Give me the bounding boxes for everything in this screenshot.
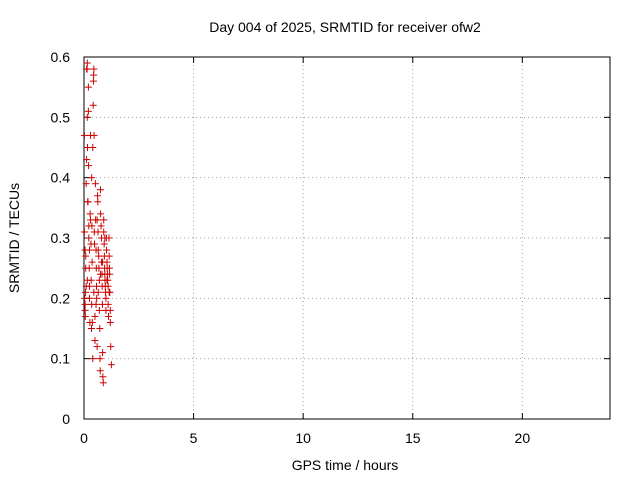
data-point: [80, 131, 88, 139]
data-point: [106, 318, 114, 326]
data-point: [99, 373, 107, 381]
data-point: [99, 379, 107, 387]
data-point: [89, 355, 97, 363]
data-point: [83, 59, 91, 67]
data-point: [90, 131, 98, 139]
x-tick-label: 0: [80, 430, 88, 446]
data-point: [91, 337, 99, 345]
data-point: [84, 83, 92, 91]
data-point: [104, 300, 112, 308]
data-point: [90, 71, 98, 79]
data-point: [86, 210, 94, 218]
data-point: [89, 77, 97, 85]
data-point: [103, 276, 111, 284]
data-point: [96, 186, 104, 194]
data-point: [89, 144, 97, 151]
data-point: [94, 246, 102, 254]
data-point: [94, 192, 102, 200]
data-point: [82, 180, 90, 188]
data-point: [93, 216, 101, 224]
y-axis-label: SRMTID / TECUs: [6, 183, 22, 293]
data-point: [106, 270, 114, 278]
data-point: [101, 234, 109, 242]
data-point: [105, 252, 113, 260]
data-point: [99, 258, 107, 266]
x-tick-label: 15: [405, 430, 421, 446]
data-point: [83, 156, 91, 164]
x-tick-label: 10: [295, 430, 311, 446]
data-point: [96, 355, 104, 363]
axis-ticks: 0 5 10 15 20 0 0.1 0.2 0.3 0.4 0.5 0.6: [51, 49, 610, 446]
data-point: [88, 174, 96, 182]
data-point: [96, 270, 104, 278]
data-point: [96, 325, 104, 332]
data-point: [94, 198, 102, 206]
data-point: [103, 246, 111, 254]
data-points: [80, 59, 115, 387]
data-point: [94, 288, 102, 296]
data-point: [83, 276, 91, 284]
data-point: [90, 65, 98, 73]
data-point: [97, 210, 105, 218]
data-point: [91, 312, 99, 320]
data-point: [83, 65, 91, 73]
data-point: [80, 228, 88, 236]
data-point: [91, 180, 99, 188]
data-point: [95, 306, 103, 314]
data-point: [82, 288, 90, 296]
data-point: [100, 228, 108, 236]
data-point: [99, 349, 107, 357]
data-point: [88, 222, 96, 230]
data-point: [106, 306, 114, 314]
x-tick-label: 20: [515, 430, 531, 446]
data-point: [81, 246, 89, 254]
data-point: [81, 300, 89, 308]
data-point: [88, 258, 96, 266]
data-point: [85, 264, 93, 272]
data-point: [85, 294, 93, 302]
data-point: [89, 101, 97, 109]
data-point: [107, 343, 115, 351]
y-tick-label: 0.5: [51, 109, 71, 125]
data-point: [84, 107, 92, 115]
data-point: [105, 312, 113, 320]
data-point: [97, 222, 105, 230]
y-tick-label: 0.6: [51, 49, 71, 65]
data-point: [84, 198, 92, 206]
data-point: [91, 240, 99, 248]
data-point: [85, 234, 93, 242]
y-tick-label: 0.3: [51, 230, 71, 246]
y-tick-label: 0.1: [51, 351, 71, 367]
data-point: [100, 216, 108, 224]
data-point: [104, 282, 112, 290]
data-point: [87, 325, 95, 332]
data-point: [81, 306, 89, 314]
data-point: [92, 300, 100, 308]
chart-grid: [84, 57, 610, 419]
data-point: [81, 312, 89, 320]
data-point: [100, 240, 108, 248]
data-point: [83, 113, 91, 121]
data-point: [105, 288, 113, 296]
data-point: [93, 294, 101, 302]
data-point: [96, 367, 104, 375]
x-axis-label: GPS time / hours: [292, 457, 399, 473]
data-point: [82, 252, 90, 260]
x-tick-label: 5: [190, 430, 198, 446]
y-tick-label: 0.4: [51, 170, 71, 186]
data-point: [93, 343, 101, 351]
data-point: [85, 282, 93, 290]
y-tick-label: 0: [62, 411, 70, 427]
data-point: [105, 264, 113, 272]
data-point: [107, 361, 115, 369]
y-tick-label: 0.2: [51, 290, 71, 306]
data-point: [102, 294, 110, 302]
data-point: [85, 162, 93, 170]
data-point: [88, 318, 96, 326]
chart-title: Day 004 of 2025, SRMTID for receiver ofw…: [209, 19, 481, 35]
